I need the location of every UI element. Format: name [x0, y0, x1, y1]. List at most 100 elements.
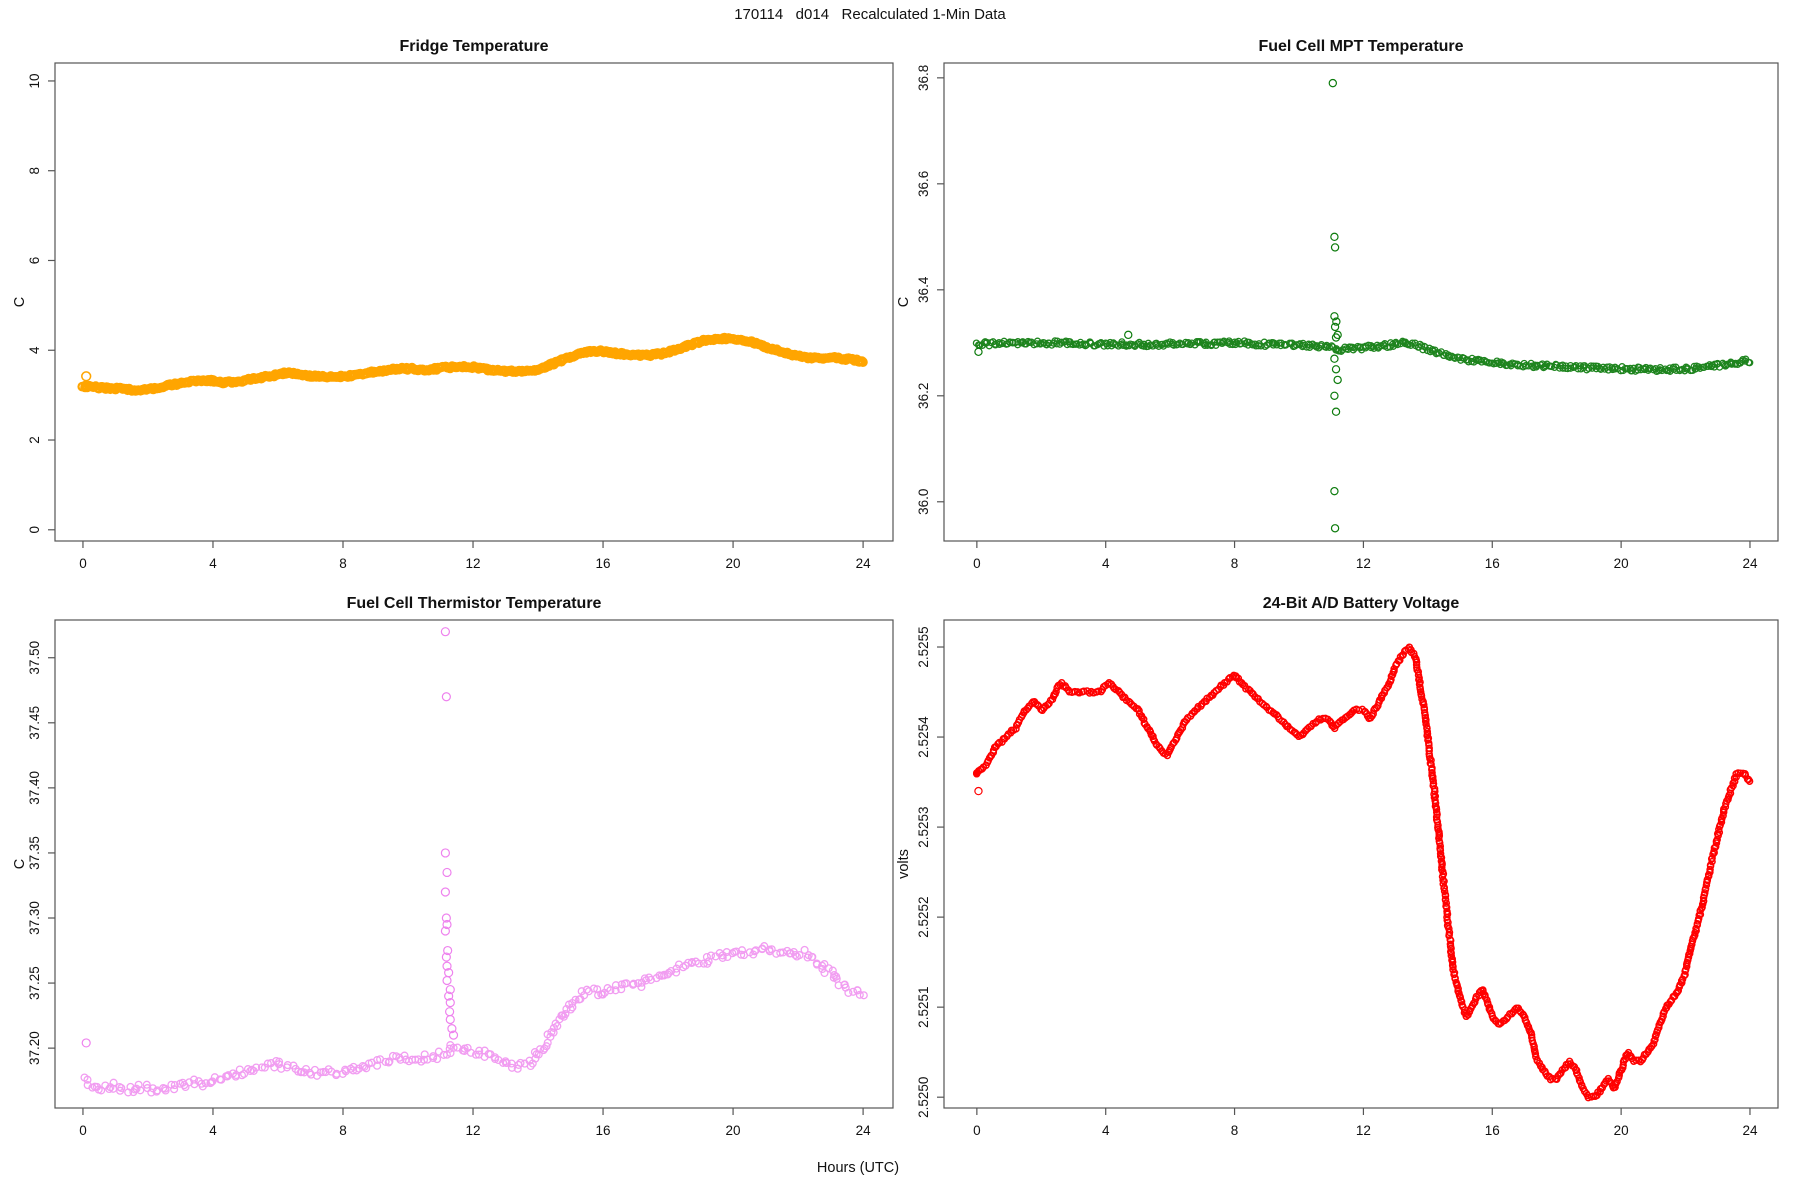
panel-title-fuel-cell-thermistor-temperature: Fuel Cell Thermistor Temperature — [346, 595, 602, 612]
data-point — [1432, 813, 1441, 821]
data-point — [795, 951, 804, 960]
x-tick-label-battery-voltage: 0 — [973, 1123, 981, 1138]
data-point — [381, 1057, 390, 1066]
data-point — [1313, 342, 1321, 350]
data-point — [1319, 714, 1327, 723]
data-point — [1076, 338, 1085, 347]
outlier-point-fuel-cell-thermistor-temperature — [440, 887, 450, 897]
outlier-point-fuel-cell-thermistor-temperature — [442, 975, 452, 986]
data-point — [1595, 364, 1604, 372]
y-tick-label-fuel-cell-mpt-temperature: 36.6 — [916, 171, 931, 197]
data-point — [718, 953, 727, 962]
y-tick-label-battery-voltage: 2.5252 — [916, 896, 931, 937]
data-point — [208, 1077, 217, 1086]
outlier-point-fuel-cell-mpt-temperature — [1330, 232, 1339, 242]
data-point — [117, 1083, 126, 1093]
data-point — [170, 1085, 179, 1094]
data-point — [1710, 847, 1718, 855]
y-tick-label-fuel-cell-thermistor-temperature: 37.30 — [27, 901, 42, 935]
outlier-point-fuel-cell-thermistor-temperature — [440, 926, 450, 936]
panel-title-fridge-temperature: Fridge Temperature — [399, 38, 549, 55]
outlier-point-fuel-cell-thermistor-temperature — [440, 848, 450, 858]
outlier-point-fuel-cell-thermistor-temperature — [444, 991, 454, 1001]
data-point — [1548, 1074, 1557, 1083]
data-point — [1438, 863, 1446, 871]
x-tick-label-fuel-cell-thermistor-temperature: 12 — [466, 1123, 481, 1138]
data-point — [232, 1070, 241, 1080]
data-point — [1442, 899, 1451, 907]
y-tick-label-battery-voltage: 2.5250 — [916, 1077, 931, 1118]
x-tick-label-battery-voltage: 4 — [1102, 1123, 1110, 1138]
data-point — [257, 1063, 266, 1072]
outlier-point-battery-voltage — [974, 786, 983, 796]
data-point — [737, 946, 747, 955]
outlier-point-fuel-cell-mpt-temperature — [1333, 375, 1342, 385]
outlier-point-fuel-cell-thermistor-temperature — [81, 1038, 91, 1048]
data-point — [606, 986, 615, 995]
y-tick-label-battery-voltage: 2.5254 — [916, 716, 931, 758]
data-point — [105, 1084, 114, 1094]
data-point — [722, 948, 731, 957]
outlier-point-fridge-temperature — [81, 371, 92, 382]
data-point — [142, 1080, 151, 1089]
data-point — [1649, 1040, 1658, 1048]
data-point — [589, 984, 598, 993]
outlier-point-fuel-cell-mpt-temperature — [1328, 78, 1338, 88]
x-tick-label-fuel-cell-mpt-temperature: 20 — [1614, 556, 1629, 571]
main-title: 170114 d014 Recalculated 1-Min Data — [734, 6, 1006, 23]
series-fuel-cell-thermistor-temperature — [80, 942, 868, 1097]
data-point — [1436, 842, 1445, 850]
data-point — [341, 1065, 350, 1074]
outlier-point-fuel-cell-thermistor-temperature — [441, 952, 451, 962]
data-point — [516, 1058, 525, 1067]
data-point — [1713, 359, 1722, 368]
data-point — [629, 979, 638, 988]
data-point — [83, 1081, 92, 1090]
data-point — [1139, 715, 1148, 724]
x-tick-label-fuel-cell-mpt-temperature: 24 — [1742, 556, 1758, 571]
data-point — [1572, 1066, 1581, 1075]
data-point — [189, 1075, 199, 1084]
y-tick-label-battery-voltage: 2.5251 — [916, 987, 931, 1028]
x-tick-label-battery-voltage: 8 — [1231, 1123, 1239, 1138]
data-point — [824, 964, 833, 973]
data-point — [283, 1061, 292, 1070]
data-point — [637, 982, 646, 992]
data-point — [1681, 970, 1689, 979]
outlier-point-fuel-cell-mpt-temperature — [974, 347, 983, 357]
data-point — [1531, 1049, 1540, 1058]
data-point — [134, 1080, 143, 1089]
data-point — [699, 959, 708, 968]
data-point — [1184, 338, 1192, 347]
data-point — [400, 1051, 409, 1060]
data-point — [1439, 880, 1447, 888]
data-point — [1596, 1087, 1604, 1096]
data-point — [263, 1059, 272, 1068]
data-point — [1412, 660, 1421, 669]
data-point — [535, 1045, 545, 1054]
data-point — [423, 1055, 432, 1064]
data-point — [1456, 993, 1465, 1001]
data-point — [858, 357, 868, 368]
x-tick-label-fuel-cell-mpt-temperature: 12 — [1356, 556, 1371, 571]
outlier-point-fuel-cell-mpt-temperature — [1330, 391, 1339, 400]
data-point — [549, 1028, 558, 1037]
y-tick-label-fuel-cell-mpt-temperature: 36.0 — [916, 489, 931, 515]
data-point — [449, 1043, 458, 1052]
y-axis-label-fuel-cell-mpt-temperature: C — [896, 296, 912, 308]
filled-point-battery-voltage — [972, 769, 981, 777]
data-point — [808, 952, 817, 961]
data-point — [534, 1050, 543, 1059]
x-tick-label-battery-voltage: 16 — [1485, 1123, 1500, 1138]
panel-border-fuel-cell-mpt-temperature — [943, 62, 1779, 542]
data-point — [1457, 998, 1466, 1006]
data-point — [1692, 924, 1700, 933]
data-point — [684, 958, 693, 967]
y-axis-label-fridge-temperature: C — [12, 296, 28, 308]
x-tick-label-fridge-temperature: 8 — [339, 556, 347, 571]
data-point — [1323, 342, 1332, 350]
data-point — [466, 1048, 475, 1057]
data-point — [702, 952, 711, 962]
data-point — [252, 1063, 261, 1072]
data-point — [1730, 777, 1739, 786]
